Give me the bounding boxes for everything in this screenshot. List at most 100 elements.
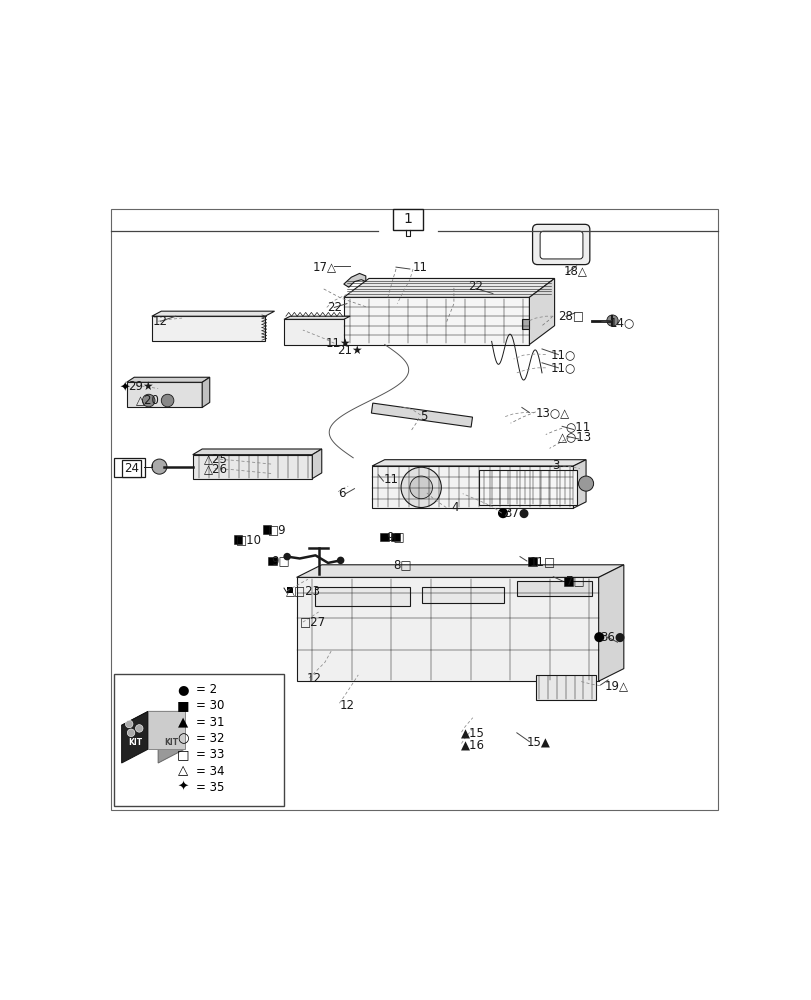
Polygon shape	[343, 273, 366, 287]
Polygon shape	[478, 470, 576, 505]
Text: 22: 22	[326, 301, 341, 314]
Text: 7□: 7□	[565, 575, 584, 588]
Polygon shape	[371, 466, 573, 508]
Text: 24: 24	[122, 461, 136, 474]
Bar	[287, 587, 293, 593]
Polygon shape	[343, 297, 529, 345]
Text: 8□: 8□	[393, 558, 411, 571]
Text: □27: □27	[300, 616, 326, 629]
Text: 36●: 36●	[600, 631, 625, 644]
Text: 11○: 11○	[550, 361, 575, 374]
Text: △: △	[178, 765, 188, 778]
Text: 9□: 9□	[271, 555, 290, 568]
Circle shape	[125, 720, 133, 728]
Text: △□23: △□23	[285, 584, 320, 597]
Bar	[371, 403, 472, 427]
Bar	[564, 577, 572, 586]
Text: 11○: 11○	[550, 348, 575, 361]
Text: 13○△: 13○△	[535, 406, 569, 419]
Polygon shape	[122, 711, 148, 763]
Text: 1: 1	[403, 212, 412, 226]
Text: 17△: 17△	[312, 261, 336, 274]
Text: 18△: 18△	[564, 264, 587, 277]
Bar	[268, 557, 277, 565]
Circle shape	[152, 459, 167, 474]
Text: 15▲: 15▲	[526, 736, 550, 749]
Text: ✦: ✦	[119, 381, 130, 394]
Bar	[527, 557, 536, 566]
Text: ▲: ▲	[178, 716, 188, 729]
Circle shape	[401, 467, 441, 508]
Polygon shape	[315, 587, 410, 606]
Text: 12: 12	[153, 315, 168, 328]
FancyBboxPatch shape	[114, 458, 144, 477]
Text: 11★: 11★	[326, 337, 351, 350]
Text: △26: △26	[204, 462, 228, 475]
Polygon shape	[598, 565, 623, 681]
Circle shape	[142, 394, 155, 407]
Circle shape	[606, 315, 617, 326]
Polygon shape	[122, 711, 184, 725]
Text: △○13: △○13	[558, 431, 592, 444]
Text: = 2: = 2	[195, 683, 217, 696]
Text: ▲15: ▲15	[461, 727, 485, 740]
Polygon shape	[296, 565, 623, 577]
Text: 5: 5	[420, 410, 427, 423]
Bar	[262, 525, 271, 534]
Polygon shape	[284, 316, 350, 319]
Circle shape	[337, 557, 344, 564]
Text: 11: 11	[413, 261, 427, 274]
Text: ■: ■	[177, 699, 189, 712]
Circle shape	[283, 553, 290, 560]
Text: 14○: 14○	[609, 316, 634, 329]
Text: 9□: 9□	[386, 531, 405, 544]
Polygon shape	[152, 316, 265, 341]
Text: = 34: = 34	[195, 765, 224, 778]
Polygon shape	[573, 460, 586, 508]
Text: △20: △20	[136, 393, 160, 406]
Text: 12: 12	[307, 672, 321, 685]
Polygon shape	[371, 460, 586, 466]
Circle shape	[135, 725, 143, 732]
Text: □10: □10	[235, 533, 261, 546]
Polygon shape	[127, 382, 202, 407]
Bar	[380, 533, 388, 541]
Bar	[535, 675, 594, 700]
Polygon shape	[202, 377, 209, 407]
FancyBboxPatch shape	[532, 224, 589, 265]
Polygon shape	[296, 577, 598, 681]
Polygon shape	[192, 449, 321, 455]
Circle shape	[577, 476, 593, 491]
Text: 3: 3	[551, 459, 559, 472]
Text: ●: ●	[178, 683, 189, 696]
Polygon shape	[521, 319, 529, 329]
Text: ○: ○	[178, 732, 189, 745]
Text: 4: 4	[451, 501, 458, 514]
Circle shape	[161, 394, 174, 407]
Polygon shape	[127, 377, 209, 382]
Circle shape	[497, 508, 508, 518]
Text: △25: △25	[204, 453, 228, 466]
Text: 21★: 21★	[337, 344, 363, 357]
Text: = 33: = 33	[195, 748, 224, 761]
Bar	[391, 533, 399, 541]
Text: □9: □9	[268, 523, 286, 536]
Bar	[234, 535, 242, 544]
Text: ▲16: ▲16	[461, 738, 485, 751]
Circle shape	[127, 729, 135, 737]
Text: = 30: = 30	[195, 699, 224, 712]
Text: = 32: = 32	[195, 732, 224, 745]
Circle shape	[594, 632, 603, 642]
Text: = 31: = 31	[195, 716, 224, 729]
Text: ✦: ✦	[178, 781, 189, 794]
FancyBboxPatch shape	[539, 231, 582, 259]
Text: 28□: 28□	[558, 310, 584, 323]
Text: 11□: 11□	[529, 555, 555, 568]
Bar	[114, 674, 284, 806]
Text: 19△: 19△	[604, 679, 629, 692]
Text: 29★: 29★	[128, 380, 153, 393]
Text: KIT: KIT	[127, 738, 142, 747]
Polygon shape	[422, 587, 504, 603]
Polygon shape	[192, 455, 312, 479]
Polygon shape	[343, 278, 554, 297]
